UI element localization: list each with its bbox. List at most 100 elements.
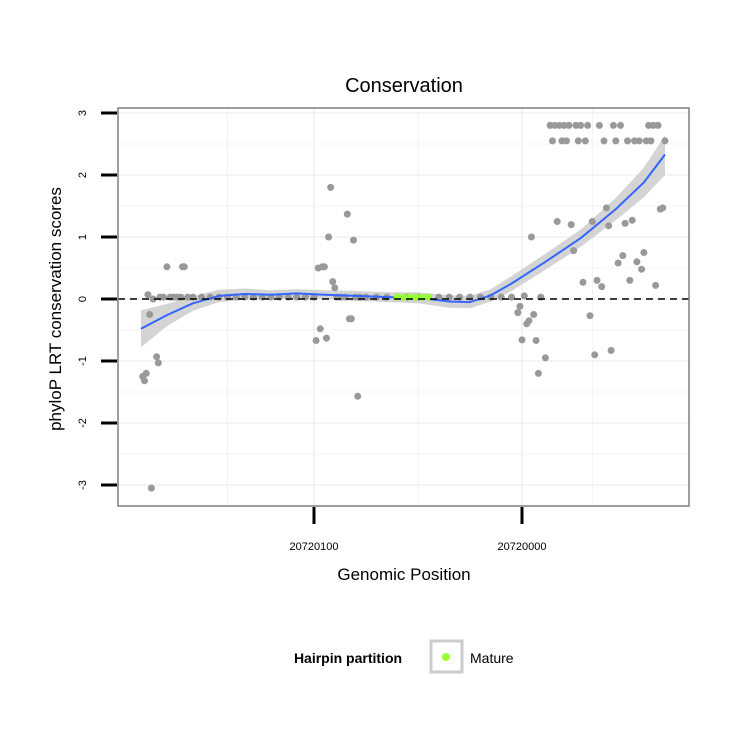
data-point bbox=[607, 347, 615, 354]
data-point bbox=[612, 137, 620, 145]
data-point bbox=[595, 121, 603, 129]
data-point bbox=[605, 222, 613, 230]
x-axis-title: Genomic Position bbox=[337, 565, 470, 584]
x-axis-ticks: 20720100 20720000 bbox=[290, 507, 547, 553]
data-point bbox=[147, 484, 155, 492]
confidence-band bbox=[141, 135, 665, 348]
data-point bbox=[435, 293, 443, 301]
data-point bbox=[584, 121, 592, 129]
data-point bbox=[320, 263, 328, 271]
data-point bbox=[516, 302, 524, 310]
data-point bbox=[581, 137, 589, 145]
data-point bbox=[661, 137, 669, 145]
data-point bbox=[619, 252, 627, 260]
data-point bbox=[141, 377, 148, 385]
data-point bbox=[586, 312, 594, 320]
data-point bbox=[525, 317, 533, 325]
legend-label-mature: Mature bbox=[470, 650, 514, 666]
data-point bbox=[638, 265, 646, 273]
data-point bbox=[553, 218, 561, 225]
data-point bbox=[520, 292, 528, 300]
y-axis-title: phyloP LRT conservation scores bbox=[46, 187, 65, 431]
data-point bbox=[591, 351, 599, 359]
data-point bbox=[609, 121, 617, 129]
data-point bbox=[593, 276, 601, 284]
y-tick-label: -1 bbox=[77, 356, 89, 366]
data-point bbox=[602, 204, 610, 212]
data-point bbox=[153, 353, 161, 361]
data-point bbox=[652, 281, 660, 289]
x-tick-label: 20720000 bbox=[498, 541, 547, 553]
data-point bbox=[570, 247, 578, 255]
data-point bbox=[527, 233, 535, 241]
data-point bbox=[532, 337, 540, 344]
data-point bbox=[180, 263, 188, 271]
y-tick-label: 1 bbox=[77, 234, 89, 240]
data-point bbox=[146, 311, 154, 318]
data-point bbox=[628, 216, 636, 224]
mature-point bbox=[412, 293, 420, 301]
data-point bbox=[518, 336, 526, 344]
data-point bbox=[600, 137, 608, 145]
data-point bbox=[327, 183, 335, 191]
data-point bbox=[647, 137, 655, 145]
data-point bbox=[154, 359, 162, 367]
data-point bbox=[329, 278, 337, 286]
data-point bbox=[654, 121, 662, 129]
data-points bbox=[139, 121, 669, 492]
data-point bbox=[325, 233, 333, 241]
data-point bbox=[621, 219, 629, 227]
data-point bbox=[577, 121, 585, 129]
data-point bbox=[565, 121, 573, 129]
data-point bbox=[163, 263, 171, 271]
panel-border bbox=[117, 107, 690, 507]
data-point bbox=[149, 295, 157, 303]
data-point bbox=[184, 293, 192, 301]
data-point bbox=[343, 210, 351, 218]
data-point bbox=[350, 236, 357, 244]
data-point bbox=[633, 258, 641, 266]
data-point bbox=[567, 221, 575, 229]
data-point bbox=[640, 249, 648, 256]
data-point bbox=[530, 311, 538, 318]
data-point bbox=[331, 284, 339, 292]
data-point bbox=[323, 334, 330, 342]
confidence-band-layer bbox=[141, 135, 665, 348]
data-point bbox=[508, 293, 516, 301]
data-point bbox=[626, 276, 634, 284]
data-point bbox=[316, 325, 324, 333]
data-point bbox=[144, 291, 152, 299]
data-point bbox=[160, 293, 167, 301]
data-point bbox=[579, 278, 587, 286]
data-point bbox=[624, 137, 631, 145]
y-axis-ticks: -3 -2 -1 0 1 2 3 bbox=[77, 110, 117, 490]
y-tick-label: 0 bbox=[77, 296, 89, 302]
y-tick-label: -3 bbox=[77, 480, 89, 490]
legend-title: Hairpin partition bbox=[294, 650, 402, 666]
legend: Hairpin partition Mature bbox=[294, 639, 514, 674]
data-point bbox=[347, 315, 355, 323]
chart-title: Conservation bbox=[345, 75, 463, 97]
data-point bbox=[588, 218, 596, 225]
data-point bbox=[574, 137, 582, 145]
data-point bbox=[354, 392, 362, 400]
data-point bbox=[541, 354, 549, 362]
data-point bbox=[598, 283, 606, 291]
data-point bbox=[563, 137, 570, 145]
y-tick-label: -2 bbox=[77, 418, 89, 428]
data-point bbox=[142, 369, 150, 377]
x-tick-label: 20720100 bbox=[290, 541, 339, 553]
legend-key-dot bbox=[442, 653, 450, 661]
mature-point bbox=[399, 293, 407, 301]
data-point bbox=[534, 369, 542, 377]
data-point bbox=[614, 259, 622, 267]
grid-lines bbox=[118, 108, 689, 506]
data-point bbox=[617, 121, 624, 129]
data-point bbox=[514, 309, 522, 317]
data-point bbox=[312, 337, 320, 344]
data-point bbox=[659, 204, 667, 212]
y-tick-label: 3 bbox=[77, 110, 89, 116]
data-point bbox=[635, 137, 643, 145]
y-tick-label: 2 bbox=[77, 172, 89, 178]
